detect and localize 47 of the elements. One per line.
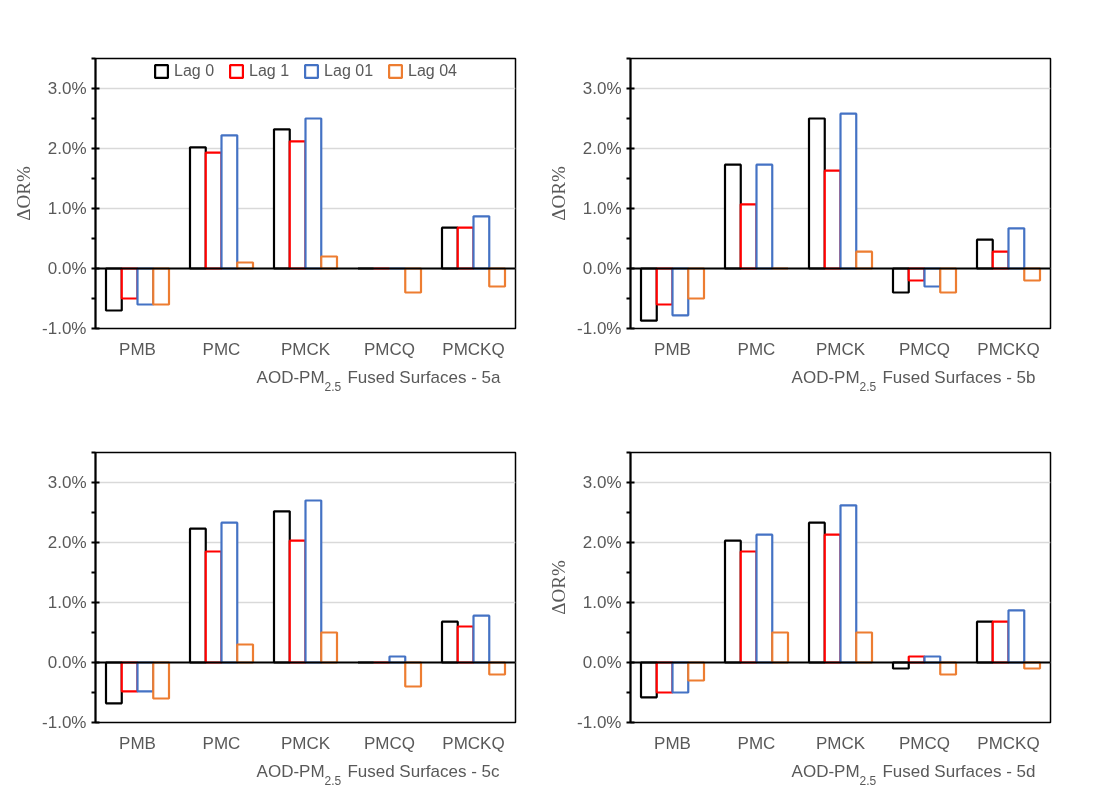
x-tick-label: PMCKQ [977, 733, 1040, 753]
x-tick-label: PMC [737, 339, 776, 359]
y-tick-label: 1.0% [47, 593, 87, 612]
x-tick-label: PMCKQ [977, 339, 1040, 359]
y-axis-title: ΔOR% [548, 166, 570, 221]
x-tick-label: PMC [202, 733, 241, 753]
y-tick-label: 1.0% [47, 199, 87, 218]
y-tick-label: 1.0% [582, 593, 622, 612]
x-tick-label: PMC [737, 733, 776, 753]
y-tick-label: 2.0% [582, 139, 622, 158]
y-tick-label: -1.0% [577, 713, 622, 732]
x-tick-label: PMCKQ [442, 733, 505, 753]
y-tick-label: 0.0% [47, 259, 87, 278]
y-tick-label: 3.0% [47, 473, 87, 492]
y-tick-label: 0.0% [582, 653, 622, 672]
x-tick-label: PMCQ [364, 733, 415, 753]
x-tick-label: PMB [119, 733, 156, 753]
x-tick-label: PMCK [815, 339, 866, 359]
y-tick-label: 3.0% [47, 79, 87, 98]
legend-label: Lag 04 [408, 62, 457, 80]
y-tick-label: 2.0% [47, 533, 87, 552]
y-tick-label: 2.0% [47, 139, 87, 158]
x-tick-label: PMCK [280, 733, 331, 753]
x-tick-label: PMB [119, 339, 156, 359]
x-tick-label: PMCQ [899, 733, 950, 753]
y-tick-label: 3.0% [582, 473, 622, 492]
x-tick-label: PMC [202, 339, 241, 359]
y-tick-label: 1.0% [582, 199, 622, 218]
y-tick-label: 3.0% [582, 79, 622, 98]
x-tick-label: PMB [654, 733, 691, 753]
y-tick-label: -1.0% [42, 713, 87, 732]
y-tick-label: -1.0% [577, 319, 622, 338]
legend-label: Lag 0 [174, 62, 215, 80]
legend-label: Lag 1 [249, 62, 290, 80]
x-tick-label: PMCQ [364, 339, 415, 359]
x-tick-label: PMB [654, 339, 691, 359]
y-axis-title: ΔOR% [13, 166, 35, 221]
y-tick-label: 2.0% [582, 533, 622, 552]
x-tick-label: PMCQ [899, 339, 950, 359]
y-axis-title: ΔOR% [548, 560, 570, 615]
y-tick-label: -1.0% [42, 319, 87, 338]
y-tick-label: 0.0% [47, 653, 87, 672]
x-tick-label: PMCK [280, 339, 331, 359]
x-tick-label: PMCK [815, 733, 866, 753]
x-tick-label: PMCKQ [442, 339, 505, 359]
legend-label: Lag 01 [324, 62, 374, 80]
y-tick-label: 0.0% [582, 259, 622, 278]
